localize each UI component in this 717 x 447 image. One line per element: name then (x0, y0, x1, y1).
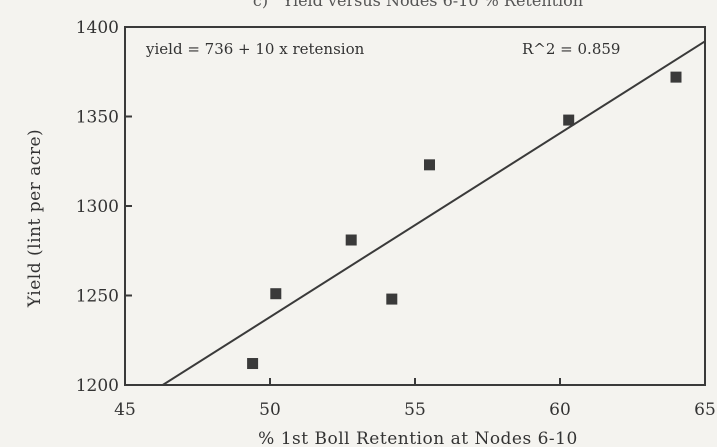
x-axis-title: % 1st Boll Retention at Nodes 6-10 (258, 429, 578, 447)
y-tick-label: 1300 (76, 197, 119, 217)
data-point (424, 159, 435, 171)
x-axis: 45 50 55 60 65 (114, 378, 716, 420)
regression-line (162, 40, 706, 386)
x-tick-label: 60 (549, 400, 571, 420)
y-axis: 1200 1250 1300 1350 1400 (76, 18, 132, 396)
data-point (247, 358, 259, 370)
data-point (670, 71, 682, 83)
x-tick-label: 45 (114, 400, 136, 420)
y-tick-label: 1250 (76, 287, 119, 307)
data-point (563, 114, 575, 126)
x-tick-label: 65 (694, 400, 716, 420)
r-squared-annotation: R^2 = 0.859 (522, 40, 620, 58)
y-axis-title: Yield (lint per acre) (25, 129, 45, 308)
data-point (270, 288, 282, 300)
data-point (345, 234, 357, 246)
x-tick-label: 55 (404, 400, 426, 420)
y-tick-label: 1350 (76, 108, 119, 128)
plot-frame (124, 26, 706, 386)
chart-title: c) ' Yield versus Nodes 6-10 % Retention (253, 0, 583, 10)
y-tick-label: 1400 (76, 18, 119, 38)
data-points (247, 71, 682, 370)
equation-annotation: yield = 736 + 10 x retension (145, 40, 365, 58)
data-point (386, 293, 398, 305)
x-tick-label: 50 (259, 400, 281, 420)
y-tick-label: 1200 (76, 376, 119, 396)
